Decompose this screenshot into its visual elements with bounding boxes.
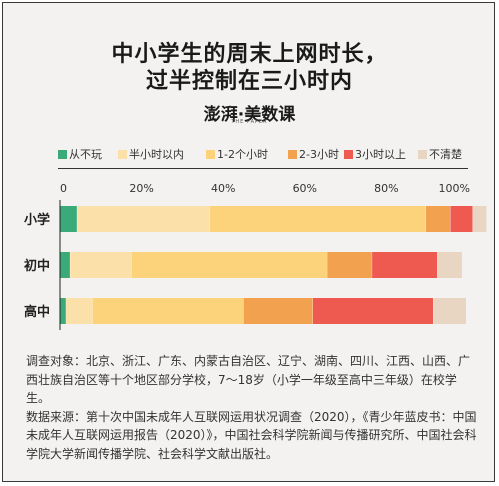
chart-title-line2: 过半控制在三小时内 — [145, 69, 353, 94]
bar-segment — [60, 298, 67, 324]
category-label: 小学 — [24, 212, 50, 228]
chart-title-line1: 中小学生的周末上网时长， — [111, 42, 388, 67]
legend-swatch-unknown — [418, 149, 427, 159]
legend-swatch-2-3-hours — [288, 149, 297, 159]
legend-swatch-never — [58, 149, 67, 159]
legend-label-under-half-hour: 半小时以内 — [129, 148, 184, 161]
category-label: 高中 — [24, 304, 50, 320]
chart-legend: 从不玩 半小时以内 1-2个小时 2-3小时 3小时以上 不清楚 — [58, 146, 478, 164]
bar-segment — [243, 298, 313, 324]
bar-segment — [425, 206, 451, 232]
brand-logo: 澎湃·美数课 — [203, 105, 296, 125]
legend-label-unknown: 不清楚 — [429, 148, 462, 161]
survey-note: 调查对象：北京、浙江、广东、内蒙古自治区、辽宁、湖南、四川、江西、山西、广西壮族… — [26, 354, 471, 405]
bar-segment — [70, 252, 132, 278]
legend-label-1-2-hours: 1-2个小时 — [217, 148, 268, 161]
bar-segment — [60, 252, 71, 278]
bar-segment — [60, 206, 78, 232]
legend-item-2-3-hours: 2-3小时 — [288, 146, 339, 162]
bar-segment — [77, 206, 210, 232]
chart-notes: 调查对象：北京、浙江、广东、内蒙古自治区、辽宁、湖南、四川、江西、山西、广西壮族… — [26, 352, 478, 463]
bar-segment — [433, 298, 466, 324]
legend-item-unknown: 不清楚 — [418, 146, 462, 162]
x-tick-label: 80% — [374, 182, 398, 195]
bar-segment — [209, 206, 426, 232]
bar-segment — [312, 298, 434, 324]
bar-segment — [327, 252, 373, 278]
source-note: 数据来源：第十次中国未成年人互联网运用状况调查（2020），《青少年蓝皮书：中国… — [26, 409, 477, 461]
bar-segment — [92, 298, 244, 324]
legend-item-over-3-hours: 3小时以上 — [344, 146, 406, 162]
legend-swatch-under-half-hour — [118, 149, 127, 159]
category-label: 初中 — [24, 258, 50, 274]
bar-segment — [437, 252, 462, 278]
legend-item-under-half-hour: 半小时以内 — [118, 146, 184, 162]
chart-frame — [2, 2, 495, 482]
x-tick-label: 100% — [439, 182, 470, 195]
x-tick-label: 20% — [129, 182, 153, 195]
bar-segment — [131, 252, 328, 278]
bar-segment — [450, 206, 473, 232]
brand-logo-sub: THE PAPER — [231, 119, 268, 125]
x-tick-label: 40% — [211, 182, 235, 195]
legend-divider — [58, 168, 468, 169]
legend-label-over-3-hours: 3小时以上 — [355, 148, 406, 161]
legend-label-never: 从不玩 — [69, 148, 102, 161]
legend-swatch-over-3-hours — [344, 149, 353, 159]
legend-item-1-2-hours: 1-2个小时 — [206, 146, 268, 162]
x-tick-label: 60% — [293, 182, 317, 195]
bar-segment — [472, 206, 487, 232]
x-tick-label: 0 — [60, 182, 67, 195]
bar-segment — [372, 252, 438, 278]
legend-item-never: 从不玩 — [58, 146, 102, 162]
legend-label-2-3-hours: 2-3小时 — [299, 148, 339, 161]
legend-swatch-1-2-hours — [206, 149, 215, 159]
bar-segment — [66, 298, 93, 324]
